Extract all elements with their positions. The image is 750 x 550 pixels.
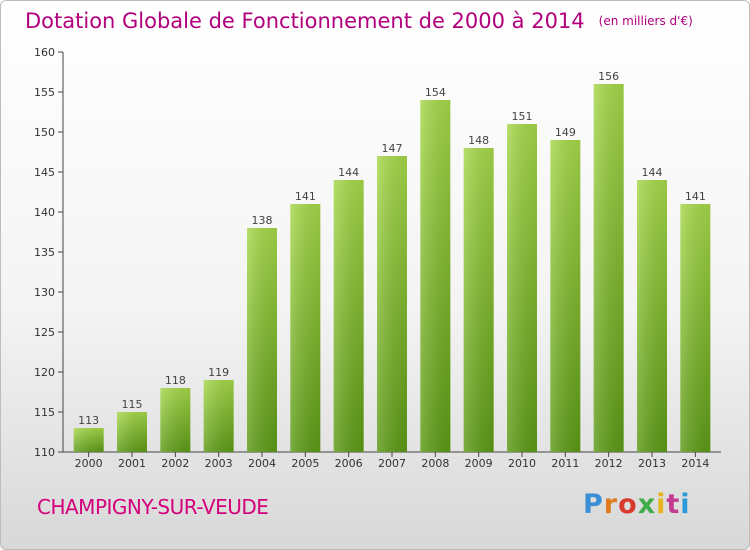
bar-shade: [463, 148, 494, 452]
bar-shade: [420, 100, 451, 452]
y-tick-label: 115: [34, 406, 55, 419]
data-label: 113: [78, 414, 99, 427]
y-tick-label: 160: [34, 46, 55, 59]
data-label: 144: [338, 166, 359, 179]
data-label: 141: [295, 190, 316, 203]
x-tick-label: 2012: [595, 457, 623, 470]
bar-shade: [680, 204, 711, 452]
data-label: 149: [555, 126, 576, 139]
y-tick-label: 130: [34, 286, 55, 299]
data-label: 154: [425, 86, 446, 99]
y-tick-label: 110: [34, 446, 55, 459]
logo-letter: t: [666, 489, 681, 520]
proxiti-logo[interactable]: Proxiti: [583, 489, 691, 520]
chart-title: Dotation Globale de Fonctionnement de 20…: [25, 9, 693, 33]
bar-shade: [550, 140, 581, 452]
bar-shade: [507, 124, 537, 452]
x-tick-label: 2013: [638, 457, 666, 470]
bars-group: 113 115 118 119 138 141 144 147 154 148 151 149 156 1…: [73, 70, 711, 452]
bar-shade: [117, 412, 147, 452]
y-tick-label: 155: [34, 86, 55, 99]
bar-shade: [203, 380, 234, 452]
chart-title-text: Dotation Globale de Fonctionnement de 20…: [25, 9, 585, 33]
x-tick-label: 2008: [421, 457, 449, 470]
data-label: 151: [512, 110, 533, 123]
chart-unit: (en milliers d'€): [598, 14, 693, 28]
data-label: 148: [468, 134, 489, 147]
x-tick-label: 2003: [205, 457, 233, 470]
y-tick-label: 140: [34, 206, 55, 219]
data-label: 144: [642, 166, 663, 179]
bar-shade: [593, 84, 624, 452]
data-label: 141: [685, 190, 706, 203]
y-tick-label: 145: [34, 166, 55, 179]
logo-letter: r: [603, 489, 619, 520]
x-tick-label: 2000: [75, 457, 103, 470]
bar-shade: [333, 180, 364, 452]
x-tick-label: 2007: [378, 457, 406, 470]
logo-letter: P: [583, 489, 604, 520]
x-tick-label: 2014: [681, 457, 709, 470]
logo-letter: i: [680, 489, 691, 520]
axes: 110 115 120 125 130 135 140 145 150 155 160 2000 200…: [34, 46, 721, 470]
x-tick-label: 2002: [161, 457, 189, 470]
bar-shade: [637, 180, 667, 452]
logo-letter: i: [656, 489, 667, 520]
y-tick-label: 125: [34, 326, 55, 339]
data-label: 115: [122, 398, 143, 411]
data-label: 118: [165, 374, 186, 387]
bar-shade: [160, 388, 191, 452]
x-tick-label: 2001: [118, 457, 146, 470]
x-tick-label: 2011: [551, 457, 579, 470]
data-label: 138: [252, 214, 273, 227]
y-tick-label: 150: [34, 126, 55, 139]
data-label: 156: [598, 70, 619, 83]
bar-shade: [247, 228, 277, 452]
x-tick-label: 2009: [465, 457, 493, 470]
x-tick-label: 2005: [291, 457, 319, 470]
bar-shade: [377, 156, 407, 452]
x-tick-label: 2004: [248, 457, 276, 470]
logo-letter: x: [637, 489, 657, 520]
commune-name: CHAMPIGNY-SUR-VEUDE: [37, 495, 269, 519]
x-tick-label: 2010: [508, 457, 536, 470]
y-tick-label: 135: [34, 246, 55, 259]
data-label: 119: [208, 366, 229, 379]
x-tick-label: 2006: [335, 457, 363, 470]
logo-letter: o: [618, 489, 638, 520]
bar-shade: [290, 204, 321, 452]
y-tick-label: 120: [34, 366, 55, 379]
data-label: 147: [382, 142, 403, 155]
bar-shade: [73, 428, 104, 452]
